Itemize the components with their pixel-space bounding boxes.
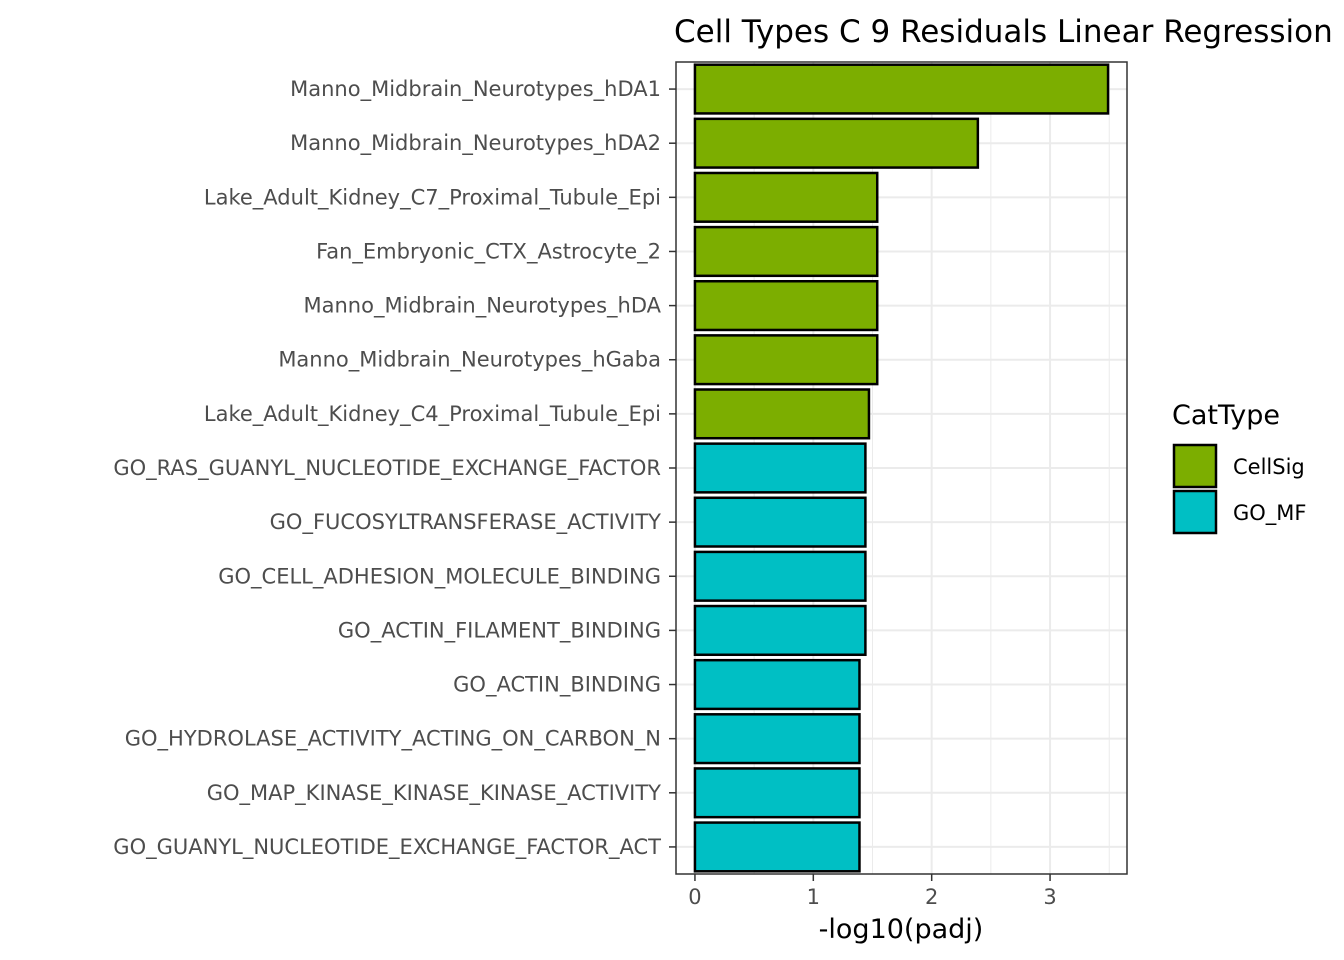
- bar-manno-midbrain-neurotypes-hgaba: [693, 334, 879, 386]
- y-tick-label: Manno_Midbrain_Neurotypes_hDA2: [290, 131, 661, 156]
- bar-lake-adult-kidney-c4-proximal-tubule-epi: [693, 388, 871, 440]
- y-tick-label: Fan_Embryonic_CTX_Astrocyte_2: [316, 239, 661, 264]
- legend-swatch-go-mf: [1172, 489, 1218, 535]
- y-tick-label: GO_GUANYL_NUCLEOTIDE_EXCHANGE_FACTOR_ACT: [113, 835, 661, 860]
- bar-manno-midbrain-neurotypes-hda2: [693, 117, 980, 169]
- bar-go-actin-filament-binding: [693, 604, 867, 657]
- x-axis-ticks: 0 1 2 3: [688, 874, 1057, 909]
- bar-go-actin-binding: [693, 658, 861, 711]
- plot-area: [675, 61, 1128, 875]
- x-axis-label: -log10(padj): [819, 914, 984, 945]
- y-tick-label: GO_MAP_KINASE_KINASE_KINASE_ACTIVITY: [207, 781, 661, 806]
- y-tick-label: Manno_Midbrain_Neurotypes_hDA1: [290, 77, 661, 102]
- y-tick-label: GO_ACTIN_FILAMENT_BINDING: [338, 618, 661, 643]
- bar-go-cell-adhesion-molecule-binding: [693, 550, 867, 602]
- x-tick-label: 0: [688, 885, 701, 909]
- y-tick-label: GO_RAS_GUANYL_NUCLEOTIDE_EXCHANGE_FACTOR: [113, 456, 661, 481]
- y-tick-label: Lake_Adult_Kidney_C4_Proximal_Tubule_Epi: [204, 402, 661, 427]
- bar-go-hydrolase-activity-acting-on-carbon-n: [693, 713, 861, 765]
- y-tick-label: GO_FUCOSYLTRANSFERASE_ACTIVITY: [270, 510, 662, 535]
- bar-go-map-kinase-kinase-kinase-activity: [693, 767, 861, 819]
- y-tick-label: Manno_Midbrain_Neurotypes_hGaba: [278, 348, 661, 373]
- bar-fan-embryonic-ctx-astrocyte-2: [693, 225, 879, 278]
- bar-go-ras-guanyl-nucleotide-exchange-factor: [693, 442, 867, 494]
- chart-title: Cell Types C 9 Residuals Linear Regressi…: [674, 14, 1333, 50]
- y-tick-label: GO_ACTIN_BINDING: [453, 673, 661, 698]
- x-tick-label: 3: [1043, 885, 1056, 909]
- bar-manno-midbrain-neurotypes-hda: [693, 279, 879, 332]
- legend: CatType CellSig GO_MF: [1172, 400, 1307, 535]
- y-tick-label: GO_HYDROLASE_ACTIVITY_ACTING_ON_CARBON_N: [125, 727, 661, 752]
- bar-go-guanyl-nucleotide-exchange-factor-act: [693, 821, 861, 873]
- y-tick-label: GO_CELL_ADHESION_MOLECULE_BINDING: [218, 564, 661, 589]
- bar-lake-adult-kidney-c7-proximal-tubule-epi: [693, 171, 879, 223]
- bar-go-fucosyltransferase-activity: [693, 496, 867, 548]
- x-tick-label: 2: [925, 885, 938, 909]
- y-axis-ticks: Manno_Midbrain_Neurotypes_hDA1 Manno_Midb…: [113, 77, 676, 860]
- legend-label-go-mf: GO_MF: [1233, 501, 1307, 526]
- legend-title: CatType: [1172, 400, 1280, 431]
- x-tick-label: 1: [807, 885, 820, 909]
- bar-manno-midbrain-neurotypes-hda1: [693, 63, 1110, 115]
- legend-label-cellsig: CellSig: [1233, 455, 1305, 479]
- y-tick-label: Lake_Adult_Kidney_C7_Proximal_Tubule_Epi: [204, 185, 661, 210]
- y-tick-label: Manno_Midbrain_Neurotypes_hDA: [303, 294, 661, 319]
- bars: [693, 63, 1110, 873]
- legend-swatch-cellsig: [1172, 443, 1218, 489]
